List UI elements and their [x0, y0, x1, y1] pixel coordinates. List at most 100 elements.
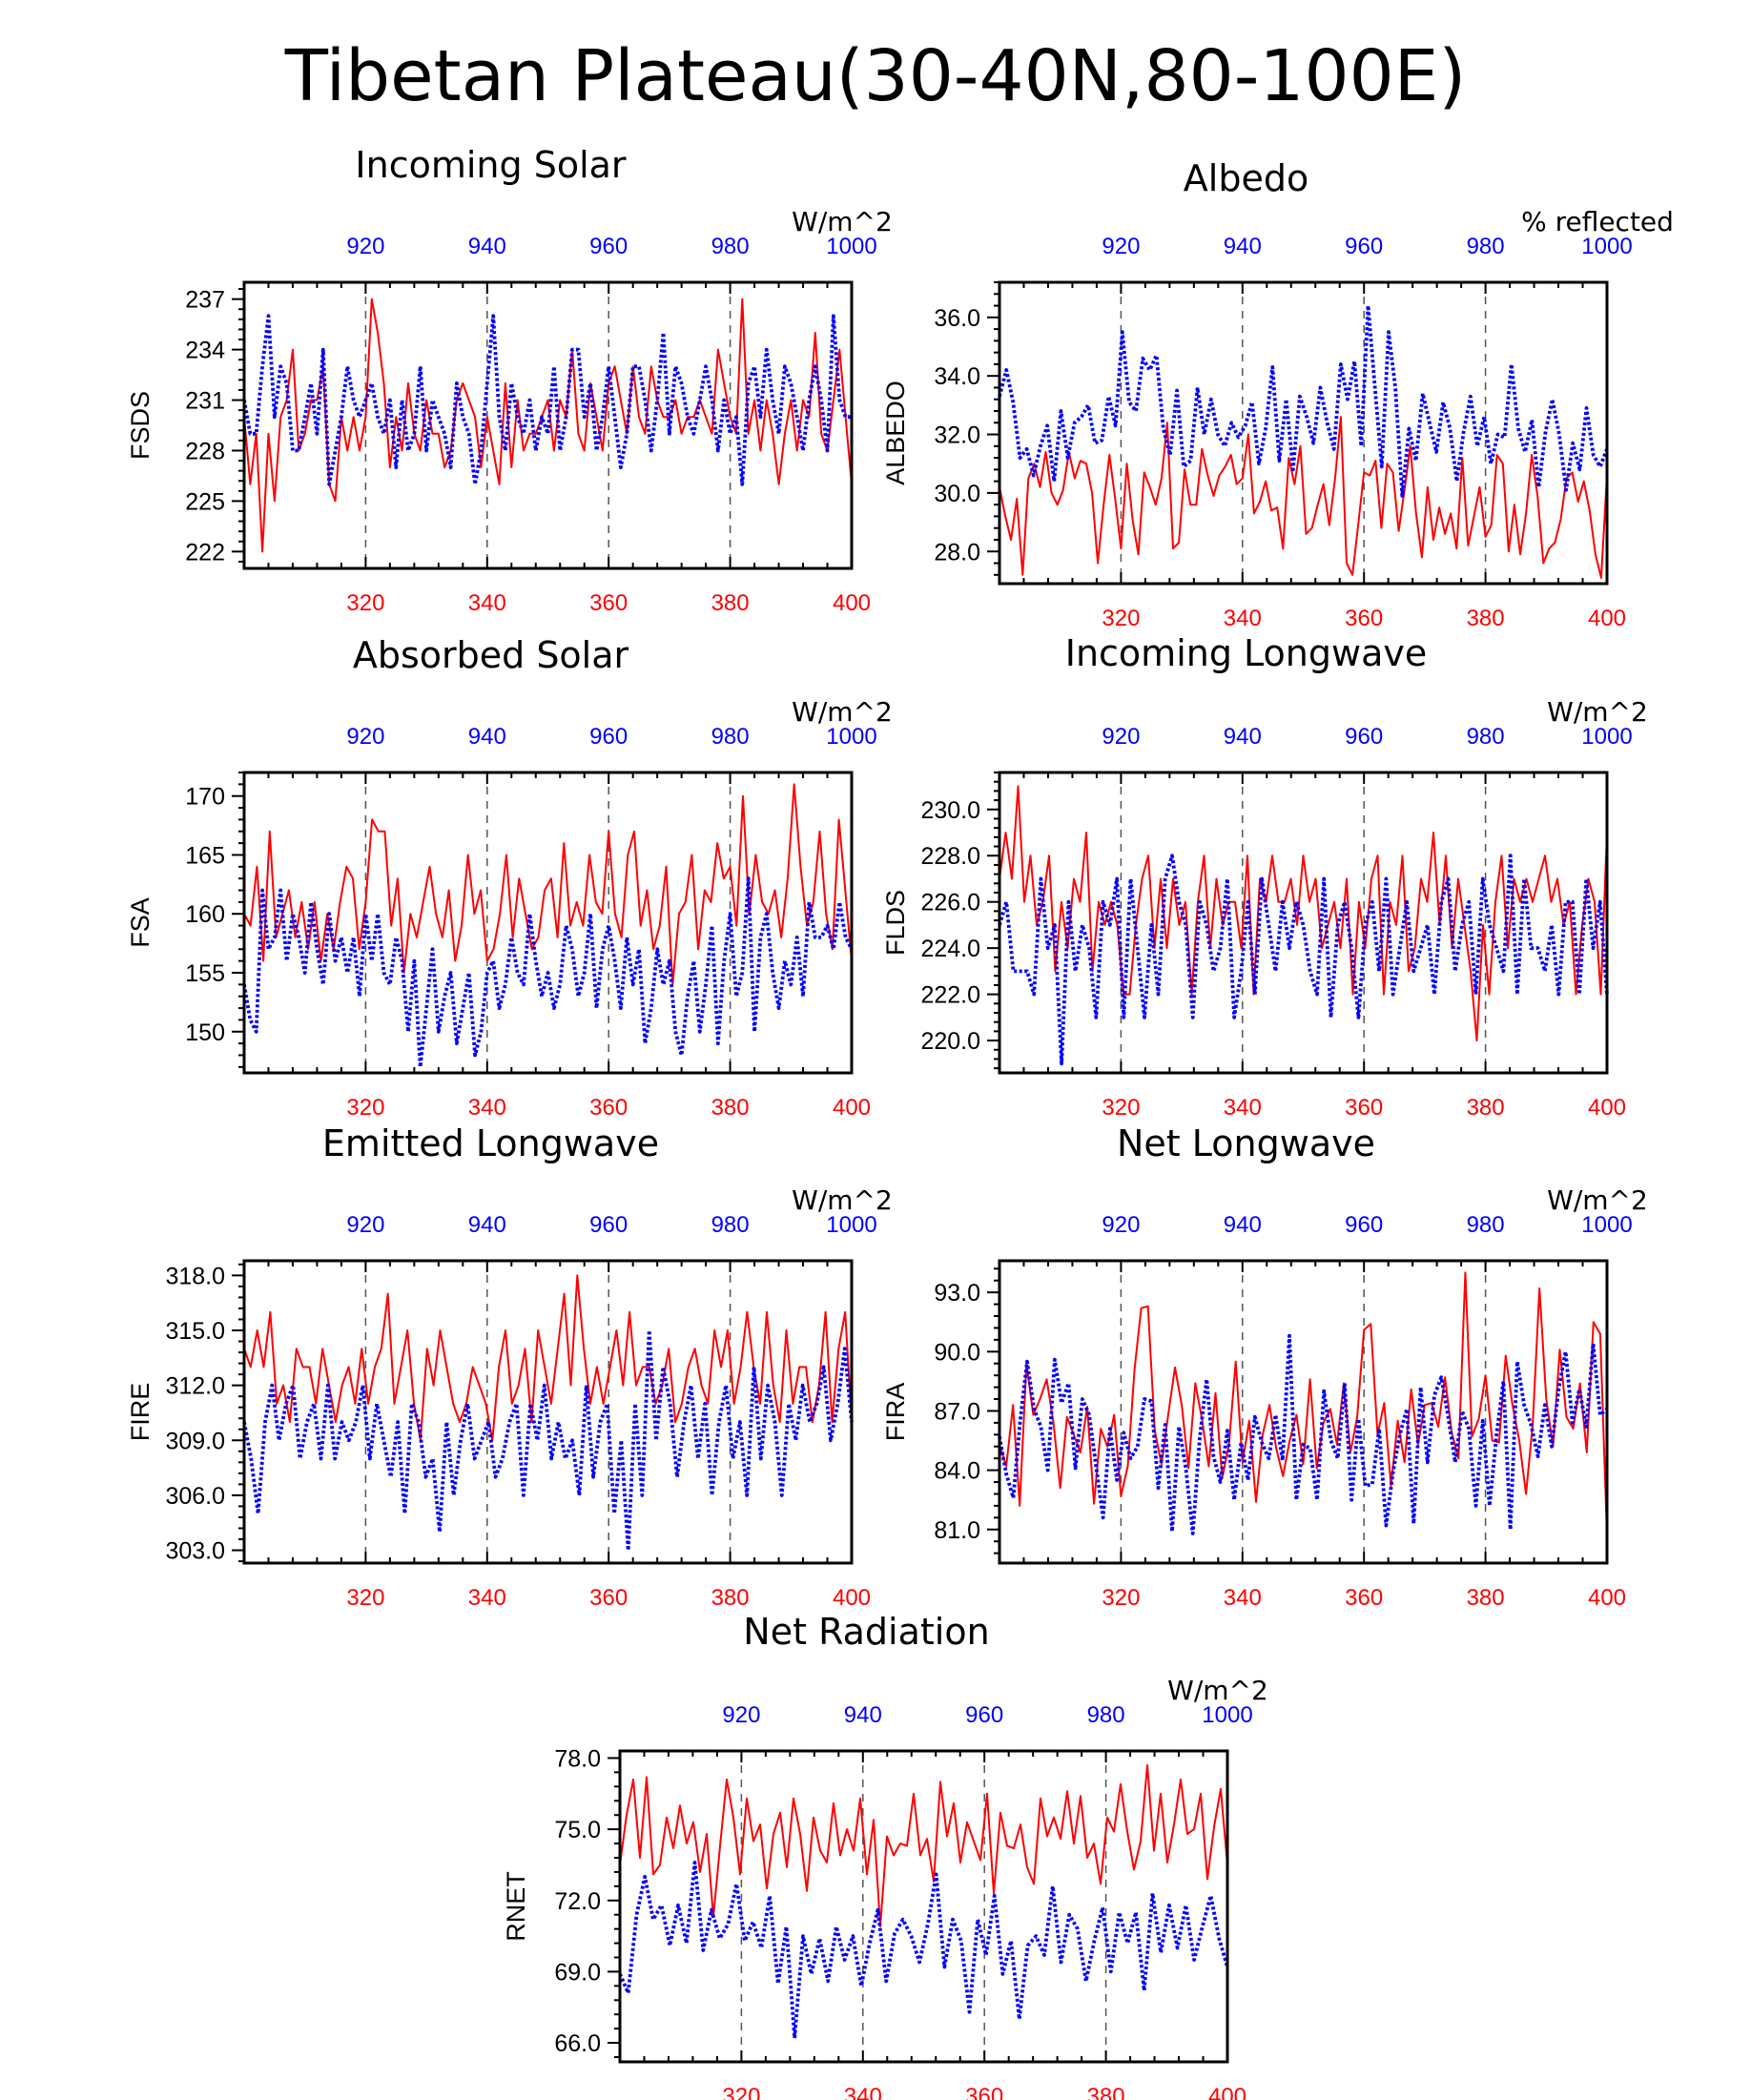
- x-bottom-tick-label: 360: [965, 2084, 1003, 2100]
- panel-title: Incoming Longwave: [1065, 632, 1427, 674]
- units-label: W/m^2: [1547, 696, 1648, 728]
- x-bottom-tick-label: 320: [722, 2084, 760, 2100]
- series-line-blue: [242, 314, 852, 486]
- y-axis-label: ALBEDO: [881, 381, 910, 485]
- x-bottom-tick-label: 400: [1588, 606, 1626, 631]
- y-tick-label: 87.0: [934, 1398, 980, 1425]
- x-top-tick-label: 940: [1224, 724, 1262, 750]
- y-axis-label: FSA: [126, 897, 154, 948]
- y-tick-label: 237: [185, 287, 225, 314]
- y-axis-label: RNET: [502, 1871, 530, 1942]
- y-tick-label: 34.0: [934, 363, 980, 390]
- x-bottom-tick-label: 340: [468, 1095, 506, 1121]
- x-top-tick-label: 920: [1102, 724, 1140, 750]
- y-tick-label: 309.0: [165, 1428, 225, 1454]
- x-top-tick-label: 1000: [1581, 234, 1632, 259]
- x-top-tick-label: 960: [1345, 724, 1383, 750]
- x-top-tick-label: 940: [468, 234, 506, 259]
- x-top-tick-label: 920: [346, 724, 384, 750]
- chart-panel: Incoming Solar W/m^2 222 225 228 231 234 237 FSD…: [126, 144, 893, 616]
- plot-frame: [998, 1259, 1609, 1565]
- series-line-red: [243, 1274, 853, 1442]
- y-axis-label: FIRE: [126, 1383, 154, 1442]
- y-tick-label: 306.0: [165, 1483, 225, 1510]
- x-top-tick-label: 940: [468, 1212, 506, 1238]
- x-top-tick-label: 920: [346, 234, 384, 259]
- panel-title: Absorbed Solar: [353, 634, 629, 676]
- chart-panel: Net Longwave W/m^2 81.0 84.0 87.0 90.0 93.0 FIR…: [881, 1122, 1648, 1611]
- y-tick-label: 28.0: [934, 539, 980, 566]
- x-bottom-tick-label: 380: [711, 1585, 750, 1611]
- x-top-tick-label: 980: [1467, 234, 1505, 259]
- x-top-tick-label: 960: [1345, 1212, 1383, 1238]
- x-bottom-tick-label: 340: [468, 1585, 506, 1611]
- chart-panel: Incoming Longwave W/m^2 220.0 222.0 224.0 226…: [881, 632, 1648, 1121]
- series-line-blue: [998, 854, 1609, 1066]
- y-tick-label: 75.0: [554, 1817, 601, 1843]
- x-top-tick-label: 1000: [826, 1212, 876, 1238]
- x-top-tick-label: 980: [711, 1212, 750, 1238]
- y-tick-label: 231: [185, 388, 225, 415]
- x-top-tick-label: 1000: [826, 724, 876, 750]
- y-tick-label: 224.0: [920, 936, 980, 962]
- x-top-tick-label: 920: [1102, 234, 1140, 259]
- y-tick-label: 32.0: [934, 422, 980, 449]
- panel-title: Net Longwave: [1117, 1122, 1375, 1164]
- x-bottom-tick-label: 360: [1345, 1095, 1383, 1121]
- x-bottom-tick-label: 400: [833, 590, 871, 616]
- y-tick-label: 66.0: [554, 2030, 601, 2057]
- x-top-tick-label: 1000: [1202, 1702, 1252, 1728]
- y-tick-label: 165: [185, 842, 225, 869]
- x-bottom-tick-label: 380: [1467, 1095, 1505, 1121]
- x-bottom-tick-label: 360: [589, 590, 628, 616]
- x-top-tick-label: 960: [965, 1702, 1003, 1728]
- x-bottom-tick-label: 340: [1224, 606, 1262, 631]
- y-tick-label: 84.0: [934, 1458, 980, 1485]
- y-tick-label: 90.0: [934, 1339, 980, 1366]
- panel-title: Net Radiation: [743, 1611, 989, 1653]
- series-line-blue: [998, 1333, 1609, 1535]
- x-top-tick-label: 1000: [1581, 724, 1632, 750]
- series-line-red: [619, 1763, 1228, 1928]
- x-bottom-tick-label: 320: [346, 1585, 384, 1611]
- x-top-tick-label: 960: [589, 1212, 628, 1238]
- x-top-tick-label: 940: [1224, 1212, 1262, 1238]
- series-line-red: [243, 298, 853, 553]
- x-bottom-tick-label: 340: [1224, 1585, 1262, 1611]
- units-label: W/m^2: [1547, 1184, 1648, 1216]
- x-top-tick-label: 980: [711, 724, 750, 750]
- x-bottom-tick-label: 400: [833, 1095, 871, 1121]
- panel-title: Emitted Longwave: [322, 1122, 659, 1164]
- x-bottom-tick-label: 360: [1345, 606, 1383, 631]
- chart-panel: Absorbed Solar W/m^2 150 155 160 165 170 FSA 320…: [126, 634, 893, 1121]
- x-bottom-tick-label: 380: [711, 590, 750, 616]
- x-top-tick-label: 920: [346, 1212, 384, 1238]
- y-tick-label: 155: [185, 960, 225, 987]
- y-tick-label: 226.0: [920, 890, 980, 916]
- x-bottom-tick-label: 320: [1102, 1095, 1140, 1121]
- y-tick-label: 36.0: [934, 305, 980, 332]
- y-tick-label: 72.0: [554, 1888, 601, 1915]
- y-tick-label: 318.0: [165, 1263, 225, 1289]
- x-top-tick-label: 980: [1467, 1212, 1505, 1238]
- plot-frame: [998, 280, 1609, 586]
- x-top-tick-label: 920: [722, 1702, 760, 1728]
- units-label: W/m^2: [1167, 1675, 1268, 1706]
- figure-title: Tibetan Plateau(30-40N,80-100E): [284, 35, 1467, 117]
- x-bottom-tick-label: 320: [346, 1095, 384, 1121]
- series-line-blue: [242, 876, 854, 1069]
- plot-frame: [242, 1259, 854, 1565]
- y-tick-label: 81.0: [934, 1517, 980, 1544]
- plot-frame: [242, 771, 854, 1075]
- series-line-red: [999, 785, 1608, 1042]
- x-bottom-tick-label: 360: [589, 1095, 628, 1121]
- series-line-blue: [998, 303, 1609, 498]
- x-bottom-tick-label: 320: [1102, 1585, 1140, 1611]
- x-top-tick-label: 980: [1467, 724, 1505, 750]
- y-tick-label: 160: [185, 901, 225, 928]
- x-bottom-tick-label: 340: [1224, 1095, 1262, 1121]
- units-label: W/m^2: [792, 696, 893, 728]
- panel-title: Incoming Solar: [355, 144, 627, 186]
- y-tick-label: 315.0: [165, 1318, 225, 1345]
